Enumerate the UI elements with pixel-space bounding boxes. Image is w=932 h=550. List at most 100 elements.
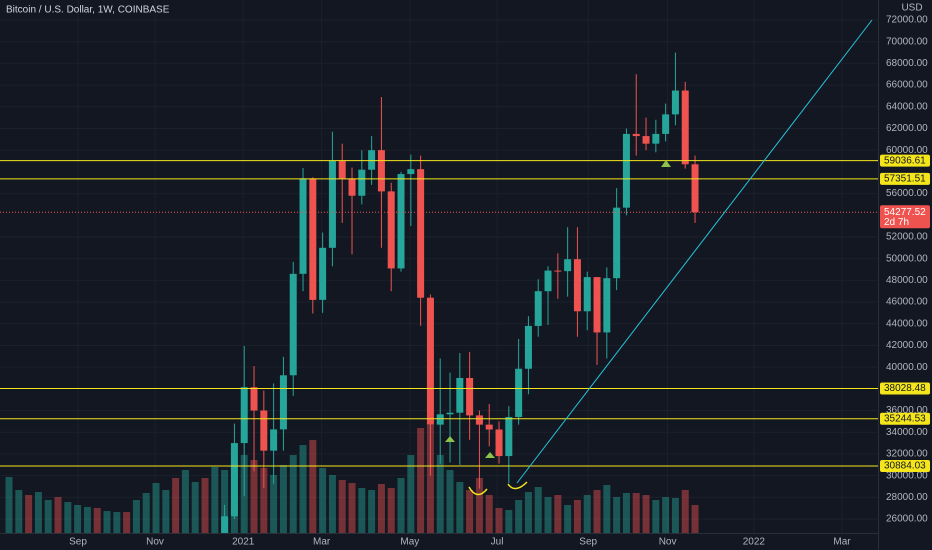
volume-bar: [583, 495, 591, 533]
x-tick-label: Mar: [833, 537, 851, 548]
x-tick-label: Nov: [659, 537, 677, 548]
volume-bar: [103, 511, 111, 533]
arc-marker: [468, 486, 488, 496]
candle-body: [309, 178, 317, 300]
level-label: 30884.03: [884, 461, 926, 472]
volume-bar: [377, 484, 385, 533]
candle-body: [240, 387, 248, 444]
candle-body: [377, 150, 385, 192]
candle-body: [632, 133, 640, 137]
volume-bar: [319, 468, 327, 533]
y-tick-label: 64000.00: [886, 101, 928, 112]
x-tick-label: Nov: [146, 537, 164, 548]
volume-bar: [191, 482, 199, 533]
volume-bar: [54, 497, 62, 533]
candle-body: [622, 133, 630, 208]
triangle-marker: [485, 452, 495, 458]
volume-bar: [25, 495, 33, 533]
volume-bar: [524, 492, 532, 533]
volume-bar: [201, 478, 209, 533]
volume-bar: [358, 488, 366, 533]
candle-body: [250, 387, 258, 411]
volume-bar: [475, 478, 483, 533]
currency-label: USD: [901, 3, 922, 14]
y-tick-label: 72000.00: [886, 15, 928, 26]
volume-bar: [5, 477, 13, 533]
candle-body: [671, 90, 679, 115]
volume-bar: [338, 480, 346, 533]
volume-bar: [603, 485, 611, 533]
volume-bar: [309, 440, 317, 533]
volume-bar: [642, 495, 650, 533]
volume-bar: [15, 490, 23, 533]
candle-body: [475, 415, 483, 425]
candle-body: [221, 516, 229, 533]
volume-bar: [34, 492, 42, 533]
x-tick-label: Mar: [313, 537, 331, 548]
candle-body: [368, 150, 376, 170]
level-badge: [880, 412, 930, 425]
y-tick-label: 48000.00: [886, 275, 928, 286]
candle-body: [573, 259, 581, 312]
candle-body: [524, 325, 532, 369]
y-tick-label: 36000.00: [886, 405, 928, 416]
candle-body: [652, 133, 660, 144]
volume-bar: [426, 425, 434, 533]
volume-bar: [211, 467, 219, 533]
volume-bar: [456, 482, 464, 533]
volume-bar: [495, 508, 503, 533]
y-tick-label: 60000.00: [886, 145, 928, 156]
candle-body: [544, 270, 552, 292]
volume-bar: [299, 445, 307, 533]
volume-bar: [279, 465, 287, 533]
volume-bar: [368, 490, 376, 533]
volume-bar: [671, 498, 679, 533]
volume-bar: [466, 490, 474, 533]
volume-bar: [593, 490, 601, 533]
x-tick-label: May: [400, 537, 419, 548]
candle-body: [534, 291, 542, 326]
volume-bar: [613, 497, 621, 533]
y-tick-label: 44000.00: [886, 318, 928, 329]
candle-body: [407, 169, 415, 175]
volume-bar: [289, 455, 297, 533]
volume-bar: [152, 483, 160, 533]
level-badge: [880, 460, 930, 473]
candle-body: [338, 161, 346, 179]
candle-body: [613, 207, 621, 279]
y-tick-label: 42000.00: [886, 340, 928, 351]
candle-body: [260, 410, 268, 451]
candle-body: [593, 277, 601, 333]
y-tick-label: 68000.00: [886, 58, 928, 69]
candle-body: [456, 377, 464, 413]
volume-bar: [564, 505, 572, 533]
volume-bar: [505, 510, 513, 533]
y-tick-label: 56000.00: [886, 188, 928, 199]
volume-bar: [181, 470, 189, 533]
triangle-marker: [661, 160, 671, 167]
y-tick-label: 52000.00: [886, 232, 928, 243]
candle-body: [348, 178, 356, 196]
volume-bar: [250, 460, 258, 533]
volume-bar: [417, 428, 425, 533]
volume-bar: [662, 497, 670, 533]
volume-bar: [573, 500, 581, 533]
volume-bar: [44, 500, 52, 533]
x-tick-label: Jul: [491, 537, 504, 548]
volume-bar: [221, 470, 229, 533]
volume-bar: [132, 500, 140, 533]
y-tick-label: 30000.00: [886, 470, 928, 481]
candle-body: [466, 377, 474, 416]
triangle-marker: [445, 436, 455, 442]
volume-bar: [436, 455, 444, 533]
candle-body: [289, 273, 297, 376]
candle-body: [691, 164, 699, 213]
y-tick-label: 66000.00: [886, 80, 928, 91]
y-tick-label: 28000.00: [886, 492, 928, 503]
y-tick-label: 62000.00: [886, 123, 928, 134]
volume-bar: [446, 470, 454, 533]
level-label: 38028.48: [884, 383, 926, 394]
level-badge: [880, 382, 930, 395]
current-price-label: 54277.52: [884, 207, 926, 218]
